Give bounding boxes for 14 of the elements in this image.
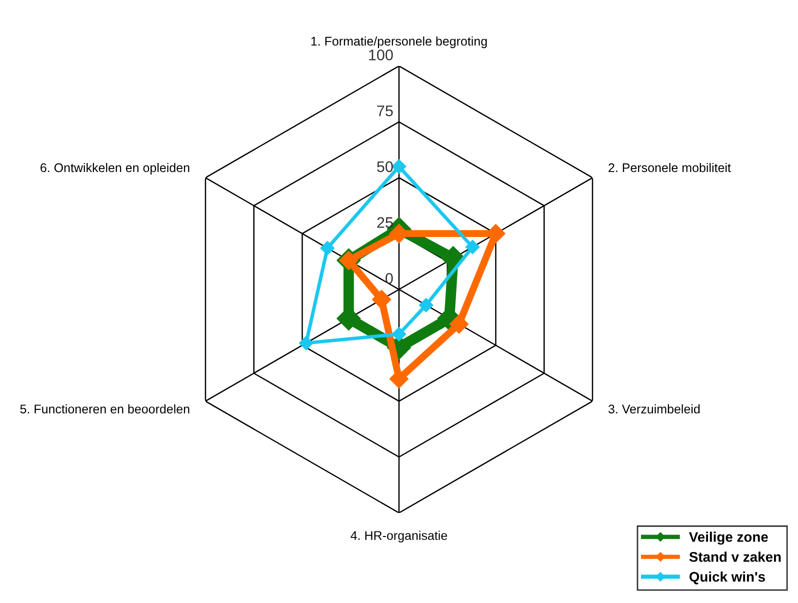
y-tick-label: 75 [377,106,393,116]
y-tick-label: 50 [377,161,393,172]
spoke-label: 2. Personele mobiliteit [608,162,731,172]
legend-label: Stand v zaken [689,552,781,562]
spoke-label: 6. Ontwikkelen en opleiden [40,162,190,175]
y-tick-label: 0 [386,273,393,284]
legend-label: Quick win's [689,572,765,584]
spoke-label: 1. Formatie/personele begroting [311,36,487,48]
spoke-label: 4. HR-organisatie [350,530,448,542]
spoke-label: 5. Functioneren en beoordelen [20,404,190,414]
y-tick-label: 100 [369,50,393,60]
y-tick-label: 25 [377,217,393,228]
spoke-label: 3. Verzuimbeleid [608,404,700,414]
legend-label: Veilige zone [688,532,768,545]
